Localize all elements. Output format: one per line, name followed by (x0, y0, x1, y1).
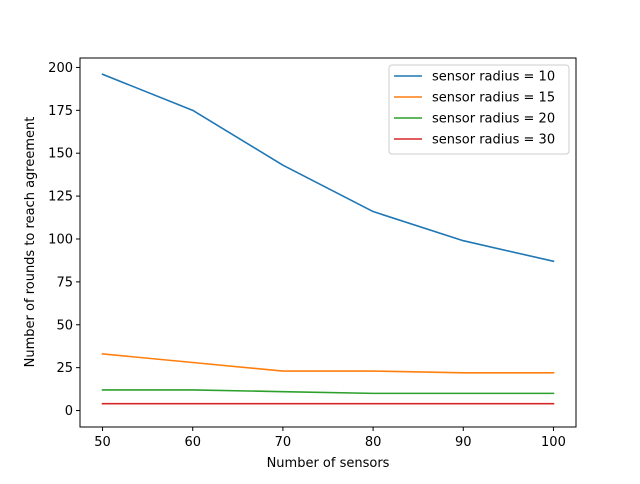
y-axis-label: Number of rounds to reach agreement (23, 117, 38, 368)
y-tick-label: 100 (48, 232, 73, 247)
legend: sensor radius = 10 sensor radius = 15 sens… (388, 64, 570, 155)
series-layer (101, 73, 555, 405)
y-tick-label: 125 (48, 190, 73, 205)
legend-box (388, 64, 570, 155)
x-tick-label: 50 (94, 435, 111, 450)
legend-label: sensor radius = 30 (432, 133, 555, 148)
x-tick-label: 60 (184, 435, 201, 450)
y-tick-label: 175 (48, 104, 73, 119)
y-tick-label: 200 (48, 61, 73, 76)
x-tick-label: 80 (365, 435, 382, 450)
y-axis-ticks: 0 25 50 75 100 125 150 175 200 (48, 61, 80, 419)
series-line-0 (101, 73, 555, 263)
series-line-2 (101, 389, 555, 395)
x-tick-label: 70 (275, 435, 292, 450)
y-tick-label: 50 (56, 318, 73, 333)
y-tick-label: 25 (56, 361, 73, 376)
series-line-1 (101, 353, 555, 374)
plot-frame (79, 57, 577, 428)
x-tick-label: 90 (455, 435, 472, 450)
legend-label: sensor radius = 20 (432, 112, 555, 127)
x-tick-label: 100 (541, 435, 566, 450)
y-tick-label: 0 (65, 404, 73, 419)
legend-label: sensor radius = 15 (432, 91, 555, 106)
y-tick-label: 75 (56, 275, 73, 290)
legend-label: sensor radius = 10 (432, 70, 555, 85)
y-tick-label: 150 (48, 147, 73, 162)
x-axis-label: Number of sensors (267, 456, 390, 471)
x-axis-ticks: 50 60 70 80 90 100 (94, 427, 566, 450)
